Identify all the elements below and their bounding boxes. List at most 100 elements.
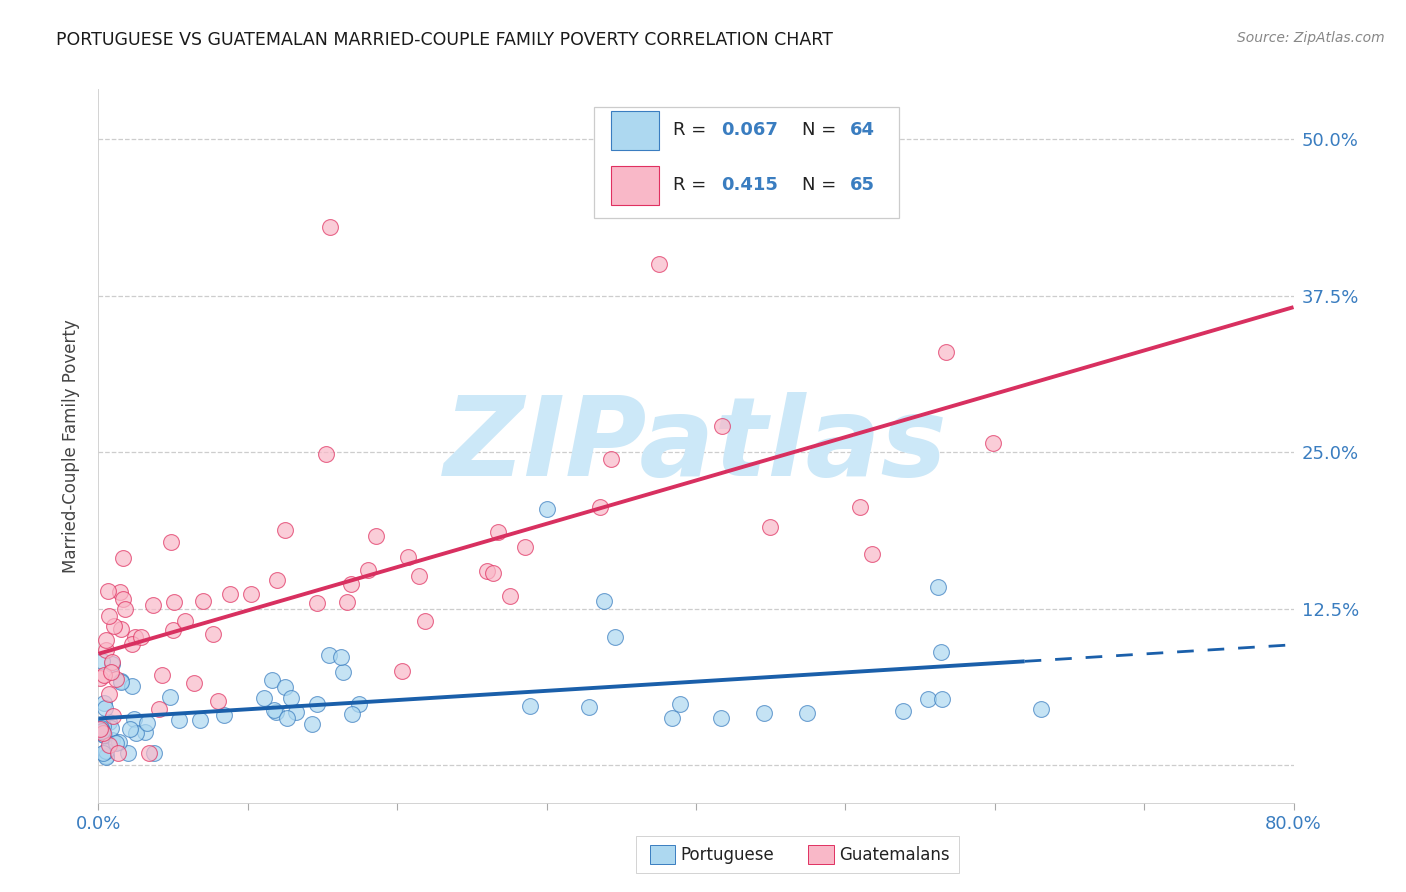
Point [515,540,537,554]
Point [357,563,380,577]
Point [929,645,952,659]
Point [253,691,276,706]
Point [100,732,122,747]
Point [91,654,114,668]
Point [93,697,115,711]
Point [124,725,146,739]
Point [396,550,419,565]
Point [94,744,117,758]
Point [135,716,157,731]
Point [603,630,626,644]
Point [274,681,297,695]
Point [101,657,124,672]
Point [647,257,669,271]
Point [860,548,883,562]
Point [120,722,142,736]
Point [600,452,623,467]
Point [796,706,818,720]
Point [100,721,122,735]
Point [98,687,121,701]
Point [94,749,117,764]
Point [710,419,733,434]
Point [578,699,600,714]
Point [110,622,132,636]
Point [318,648,340,663]
Point [96,642,118,657]
Point [340,576,363,591]
Bar [612,166,659,205]
Point [97,739,120,753]
Point [499,589,522,603]
Point [305,596,328,610]
Point [103,619,125,633]
Point [891,704,914,718]
Text: ZIPatlas: ZIPatlas [444,392,948,500]
Point [931,692,953,706]
Point [183,676,205,690]
Point [239,586,262,600]
Point [138,746,160,760]
Bar [595,107,900,218]
Point [89,719,111,733]
Point [486,525,509,540]
Point [273,523,295,537]
Point [91,726,114,740]
Point [93,728,115,742]
Point [668,697,690,711]
Point [475,564,498,578]
Point [589,500,612,515]
Point [661,711,683,725]
Point [121,679,143,693]
Point [163,595,186,609]
Point [93,668,115,682]
Point [849,500,872,514]
Point [519,698,541,713]
Point [536,501,558,516]
Point [107,735,129,749]
Point [364,528,387,542]
Point [114,601,136,615]
Text: 0.067: 0.067 [721,121,778,139]
Point [97,715,120,730]
Point [103,709,125,723]
Point [89,722,111,736]
Point [107,746,129,760]
Point [90,721,112,735]
Point [330,649,353,664]
Bar [612,111,659,150]
Point [280,690,302,705]
Point [301,717,323,731]
Point [482,566,505,581]
Point [319,219,342,234]
Point [917,692,939,706]
Point [100,665,122,680]
Point [134,724,156,739]
Point [110,673,132,688]
Point [110,674,132,689]
Point [124,630,146,644]
Point [391,664,413,678]
Point [593,593,616,607]
Text: R =: R = [673,121,713,139]
Point [276,711,298,725]
Text: N =: N = [803,177,842,194]
Point [148,702,170,716]
Point [94,632,117,647]
Point [124,712,146,726]
Point [413,615,436,629]
Point [266,573,288,587]
Text: N =: N = [803,121,842,139]
Point [408,568,430,582]
Point [101,655,124,669]
Text: Source: ZipAtlas.com: Source: ZipAtlas.com [1237,31,1385,45]
Point [108,584,131,599]
Text: Guatemalans: Guatemalans [839,846,950,863]
Point [111,592,134,607]
Text: PORTUGUESE VS GUATEMALAN MARRIED-COUPLE FAMILY POVERTY CORRELATION CHART: PORTUGUESE VS GUATEMALAN MARRIED-COUPLE … [56,31,834,49]
Point [759,520,782,534]
Point [89,671,111,685]
Point [305,698,328,712]
Point [90,723,112,738]
Point [981,436,1004,450]
Point [263,703,285,717]
